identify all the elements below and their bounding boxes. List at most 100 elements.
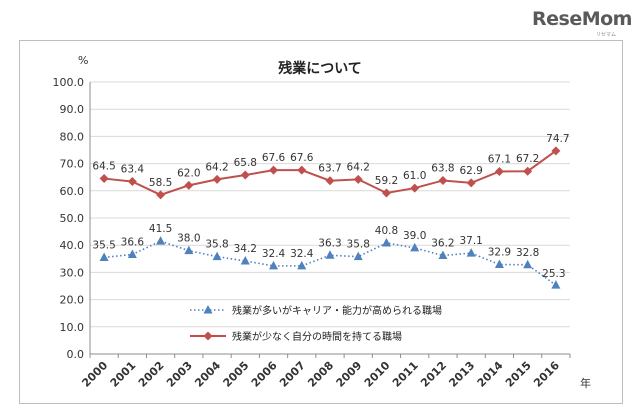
data-point [438, 250, 448, 260]
data-label: 36.2 [431, 238, 454, 250]
data-point [381, 188, 391, 198]
data-label: 67.2 [516, 153, 539, 165]
y-tick-labels: 0.0 10.0 20.0 30.0 40.0 50.0 60.0 70.0 80.0 90.0 1… [53, 76, 85, 361]
data-label: 36.6 [121, 236, 145, 248]
x-tick-label: 2000 [79, 359, 110, 390]
data-label: 32.9 [488, 247, 511, 259]
x-tick-label: 2002 [136, 359, 167, 390]
data-point [551, 146, 561, 156]
y-tick-label: 0.0 [67, 348, 85, 361]
x-tick-label: 2010 [362, 359, 393, 390]
data-point [325, 250, 335, 259]
data-point [212, 174, 222, 184]
x-tick-labels: 2000200120022003200420052006200720082009… [79, 359, 562, 390]
axes [89, 82, 571, 358]
x-tick-label: 2003 [164, 359, 195, 390]
data-label: 67.6 [290, 152, 314, 164]
data-point [269, 260, 279, 270]
data-label: 37.1 [459, 235, 482, 247]
resemom-logo-subtext: リセマム [596, 32, 617, 38]
data-point [381, 238, 391, 247]
data-label: 41.5 [149, 223, 172, 235]
data-point [297, 165, 307, 175]
x-tick-label: 2013 [446, 359, 477, 390]
y-tick-label: 30.0 [60, 266, 85, 279]
x-tick-label: 2015 [503, 359, 534, 390]
data-point [325, 176, 335, 186]
x-tick-label: 2009 [334, 359, 365, 390]
series-layer [99, 146, 561, 289]
data-point [494, 259, 504, 269]
data-point [353, 174, 363, 184]
data-point [494, 166, 504, 176]
data-point [353, 251, 363, 261]
data-label: 34.2 [234, 243, 257, 255]
data-point [240, 170, 250, 180]
data-label: 25.3 [542, 268, 565, 280]
data-point [99, 252, 109, 261]
data-point [212, 251, 222, 261]
data-label: 36.3 [318, 237, 341, 249]
legend-marker [203, 331, 213, 341]
resemom-logo: ReseMom [532, 8, 632, 30]
data-label: 61.0 [403, 170, 426, 182]
data-label: 58.5 [149, 177, 172, 189]
legend-label: 残業が少なく自分の時間を持てる職場 [232, 330, 402, 343]
data-label: 65.8 [234, 157, 257, 169]
y-axis-unit: % [78, 54, 88, 67]
x-tick-label: 2014 [475, 359, 506, 390]
data-point [551, 280, 561, 289]
data-label: 32.4 [262, 248, 286, 260]
x-axis-unit: 年 [580, 376, 591, 390]
data-point [240, 255, 250, 265]
x-tick-label: 2006 [249, 359, 280, 390]
data-point [438, 175, 448, 185]
x-tick-label: 2016 [531, 359, 562, 390]
legend-marker [203, 305, 213, 314]
data-point [127, 249, 137, 258]
data-label: 38.0 [177, 233, 200, 245]
data-label: 63.8 [431, 162, 454, 174]
data-label: 63.4 [121, 164, 145, 176]
y-tick-label: 100.0 [53, 76, 85, 89]
y-tick-label: 10.0 [60, 321, 85, 334]
x-tick-label: 2011 [390, 359, 421, 390]
data-point [156, 236, 166, 245]
data-point [523, 259, 533, 269]
data-point [410, 183, 420, 193]
data-label: 32.8 [516, 247, 539, 259]
data-point [410, 242, 420, 252]
data-label: 59.2 [375, 175, 398, 187]
y-tick-label: 20.0 [60, 294, 85, 307]
data-point [269, 165, 279, 175]
data-label: 40.8 [375, 225, 398, 237]
data-label: 74.7 [546, 133, 569, 145]
x-tick-label: 2005 [221, 359, 252, 390]
data-label: 64.2 [347, 161, 370, 173]
data-label: 64.5 [92, 161, 115, 173]
y-tick-label: 80.0 [60, 130, 85, 143]
chart-frame [19, 40, 623, 404]
x-tick-label: 2012 [418, 359, 449, 390]
chart-title: 残業について [278, 60, 362, 77]
x-tick-label: 2008 [305, 359, 336, 390]
data-label: 67.6 [262, 152, 286, 164]
data-label: 35.8 [205, 239, 228, 251]
x-tick-label: 2004 [192, 359, 223, 390]
data-point [466, 248, 476, 257]
data-label: 62.0 [177, 167, 200, 179]
data-label: 62.9 [459, 165, 482, 177]
x-tick-label: 2001 [108, 359, 139, 390]
y-tick-label: 90.0 [60, 103, 85, 116]
data-point [297, 260, 307, 270]
data-point [466, 178, 476, 188]
y-tick-label: 60.0 [60, 185, 85, 198]
gridlines [90, 81, 570, 328]
data-label: 63.7 [318, 163, 341, 175]
legend-label: 残業が多いがキャリア・能力が高められる職場 [232, 304, 442, 317]
data-point [184, 245, 194, 255]
data-labels: 35.5 36.6 41.5 38.0 35.8 34.2 32.4 32.4 36.3 35.8… [92, 133, 569, 280]
